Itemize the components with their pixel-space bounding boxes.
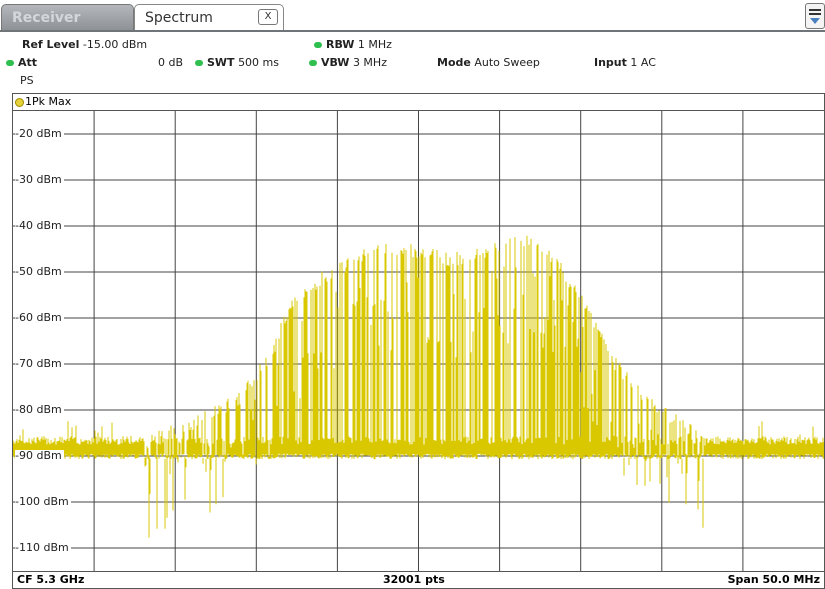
status-dot-icon bbox=[309, 60, 317, 66]
ref-level-value: -15.00 dBm bbox=[82, 38, 148, 51]
close-tab-button[interactable]: X bbox=[258, 9, 278, 25]
spectrum-plot[interactable]: -20 dBm -30 dBm -40 dBm -50 dBm -60 dBm -70 d… bbox=[12, 110, 825, 572]
status-dot-icon bbox=[314, 42, 322, 48]
swt-label: SWT bbox=[207, 56, 235, 69]
y-tick-label: -50 dBm bbox=[15, 265, 64, 278]
y-tick-label: -60 dBm bbox=[15, 311, 64, 324]
trace-label: 1Pk Max bbox=[25, 95, 72, 108]
att-label: Att bbox=[18, 56, 38, 69]
ref-level: Ref Level -15.00 dBm bbox=[22, 38, 147, 51]
att: Att bbox=[6, 56, 37, 69]
mode-value: Auto Sweep bbox=[474, 56, 540, 69]
vbw-value: 3 MHz bbox=[352, 56, 387, 69]
trace-indicator-icon bbox=[15, 98, 24, 107]
y-tick-label: -40 dBm bbox=[15, 219, 64, 232]
settings-panel: Ref Level -15.00 dBm RBW 1 MHz Att 0 dB … bbox=[0, 34, 825, 92]
menu-dropdown-icon[interactable] bbox=[805, 3, 825, 29]
status-dot-icon bbox=[195, 60, 203, 66]
spectrum-chart bbox=[13, 111, 824, 571]
ref-level-label: Ref Level bbox=[22, 38, 80, 51]
input: Input 1 AC bbox=[594, 56, 656, 69]
y-tick-label: -110 dBm bbox=[15, 541, 71, 554]
rbw-label: RBW bbox=[326, 38, 355, 51]
vbw-label: VBW bbox=[321, 56, 350, 69]
ps-label: PS bbox=[20, 74, 34, 87]
rbw-value: 1 MHz bbox=[357, 38, 392, 51]
center-frequency: CF 5.3 GHz bbox=[17, 573, 85, 586]
sweep-points: 32001 pts bbox=[383, 573, 445, 586]
y-tick-label: -80 dBm bbox=[15, 403, 64, 416]
input-label: Input bbox=[594, 56, 627, 69]
mode: Mode Auto Sweep bbox=[437, 56, 540, 69]
tab-receiver[interactable]: Receiver bbox=[1, 4, 134, 30]
trace-header: 1Pk Max bbox=[12, 93, 825, 110]
y-tick-label: -70 dBm bbox=[15, 357, 64, 370]
swt-value: 500 ms bbox=[238, 56, 280, 69]
rbw: RBW 1 MHz bbox=[314, 38, 392, 51]
status-footer: CF 5.3 GHz 32001 pts Span 50.0 MHz bbox=[12, 572, 825, 589]
vbw: VBW 3 MHz bbox=[309, 56, 387, 69]
tab-divider bbox=[0, 30, 825, 32]
att-value: 0 dB bbox=[158, 56, 184, 69]
swt: SWT 500 ms bbox=[195, 56, 279, 69]
status-dot-icon bbox=[6, 60, 14, 66]
mode-label: Mode bbox=[437, 56, 471, 69]
span-value: Span 50.0 MHz bbox=[727, 573, 820, 586]
y-tick-label: -90 dBm bbox=[15, 449, 64, 462]
y-tick-label: -30 dBm bbox=[15, 173, 64, 186]
trace-1pk-max bbox=[13, 235, 824, 538]
input-value: 1 AC bbox=[630, 56, 656, 69]
y-tick-label: -20 dBm bbox=[15, 127, 64, 140]
tab-bar: Receiver Spectrum X bbox=[0, 0, 825, 32]
y-tick-label: -100 dBm bbox=[15, 495, 71, 508]
